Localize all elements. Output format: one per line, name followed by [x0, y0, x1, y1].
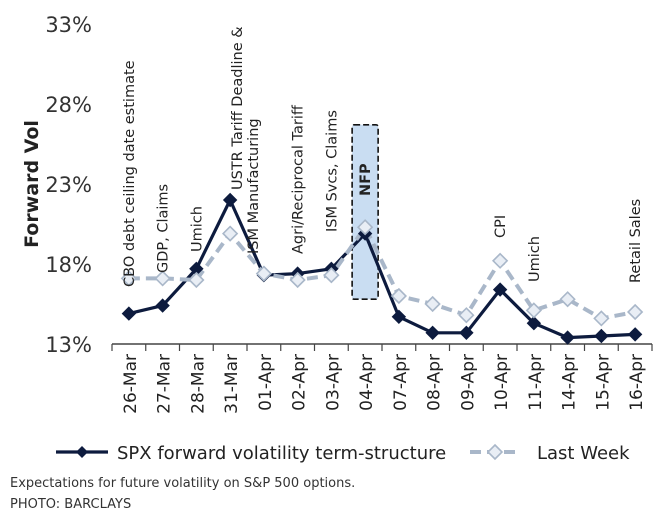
- event-annotation: USTR Tariff Deadline &: [230, 26, 246, 190]
- x-tick-label: 14-Apr: [560, 354, 580, 411]
- last-week-point: [424, 295, 441, 313]
- last-week-point: [323, 267, 340, 284]
- x-tick-label: 09-Apr: [458, 354, 478, 411]
- event-annotation: GDP, Claims: [156, 184, 172, 273]
- spx-forward-vol-point: [526, 315, 542, 331]
- last-week-point: [255, 265, 273, 282]
- y-tick-label: 18%: [45, 253, 92, 277]
- legend-marker-last-week: [486, 443, 504, 461]
- x-tick-label: 04-Apr: [357, 354, 377, 411]
- x-tick-label: 26-Mar: [121, 354, 141, 414]
- last-week-point: [289, 271, 306, 289]
- spx-forward-vol-point: [121, 306, 137, 321]
- x-tick-label: 08-Apr: [425, 354, 445, 411]
- x-tick-label: 16-Apr: [627, 354, 647, 411]
- figure-caption: Expectations for future volatility on S&…: [10, 476, 356, 491]
- spx-forward-vol-point: [560, 330, 575, 345]
- x-tick-label: 27-Mar: [155, 354, 175, 414]
- spx-forward-vol-point: [391, 309, 407, 325]
- event-annotation: ISM Manufacturing: [246, 118, 262, 254]
- last-week-point: [390, 287, 408, 305]
- volatility-chart: 13% 18% 23% 28% 33% Forward Vol 26-Mar 27-Mar 28…: [21, 13, 653, 464]
- last-week-point: [221, 225, 239, 242]
- spx-forward-vol-point: [155, 298, 170, 313]
- last-week-point: [154, 270, 171, 287]
- x-tick-label: 15-Apr: [593, 354, 613, 411]
- event-annotation: CBO debt ceiling date estimate: [122, 60, 138, 287]
- spx-forward-vol-point: [594, 328, 609, 344]
- spx-forward-vol-point: [222, 192, 238, 208]
- y-tick-label: 23%: [45, 173, 92, 197]
- last-week-point: [626, 303, 644, 321]
- last-week-point: [593, 310, 610, 327]
- event-annotation: ISM Svcs, Claims: [324, 110, 340, 232]
- spx-forward-vol-point: [627, 327, 643, 342]
- event-annotation: Retail Sales: [628, 199, 644, 283]
- x-tick-label: 07-Apr: [391, 354, 411, 411]
- last-week-point: [525, 302, 543, 319]
- x-tick-label: 28-Mar: [188, 354, 208, 414]
- event-annotation: Agri/Reciprocal Tariff: [291, 104, 307, 254]
- last-week-point: [120, 270, 138, 287]
- y-tick-label: 28%: [45, 93, 92, 117]
- last-week-point: [188, 271, 205, 289]
- spx-forward-vol-point: [425, 325, 440, 341]
- y-tick-label: 13%: [45, 333, 92, 357]
- x-tick-label: 10-Apr: [492, 354, 512, 411]
- y-tick-label: 33%: [45, 13, 92, 37]
- last-week-point: [559, 291, 576, 308]
- spx-forward-vol-line: [128, 198, 636, 340]
- spx-forward-vol-point: [459, 325, 474, 341]
- x-tick-label: 11-Apr: [526, 354, 546, 411]
- photo-credit: PHOTO: BARCLAYS: [10, 497, 132, 512]
- legend-label-last-week: Last Week: [537, 443, 630, 464]
- last-week-point: [458, 307, 475, 324]
- last-week-point: [491, 252, 509, 269]
- y-axis-label: Forward Vol: [21, 120, 43, 248]
- legend-marker-spx: [76, 446, 88, 458]
- event-annotation: CPI: [493, 215, 509, 238]
- nfp-highlight-box: [351, 124, 379, 300]
- event-annotation: NFP: [358, 163, 374, 196]
- event-annotation: Umich: [527, 236, 543, 282]
- x-tick-label: 31-Mar: [222, 354, 242, 414]
- last-week-line: [128, 225, 636, 321]
- spx-forward-vol-point: [492, 282, 508, 297]
- x-tick-label: 01-Apr: [256, 354, 276, 411]
- x-tick-label: 02-Apr: [290, 354, 310, 411]
- event-annotation: Umich: [189, 206, 205, 252]
- x-tick-label: 03-Apr: [323, 354, 343, 411]
- last-week-point: [356, 219, 374, 236]
- legend-label-spx: SPX forward volatility term-structure: [117, 443, 446, 464]
